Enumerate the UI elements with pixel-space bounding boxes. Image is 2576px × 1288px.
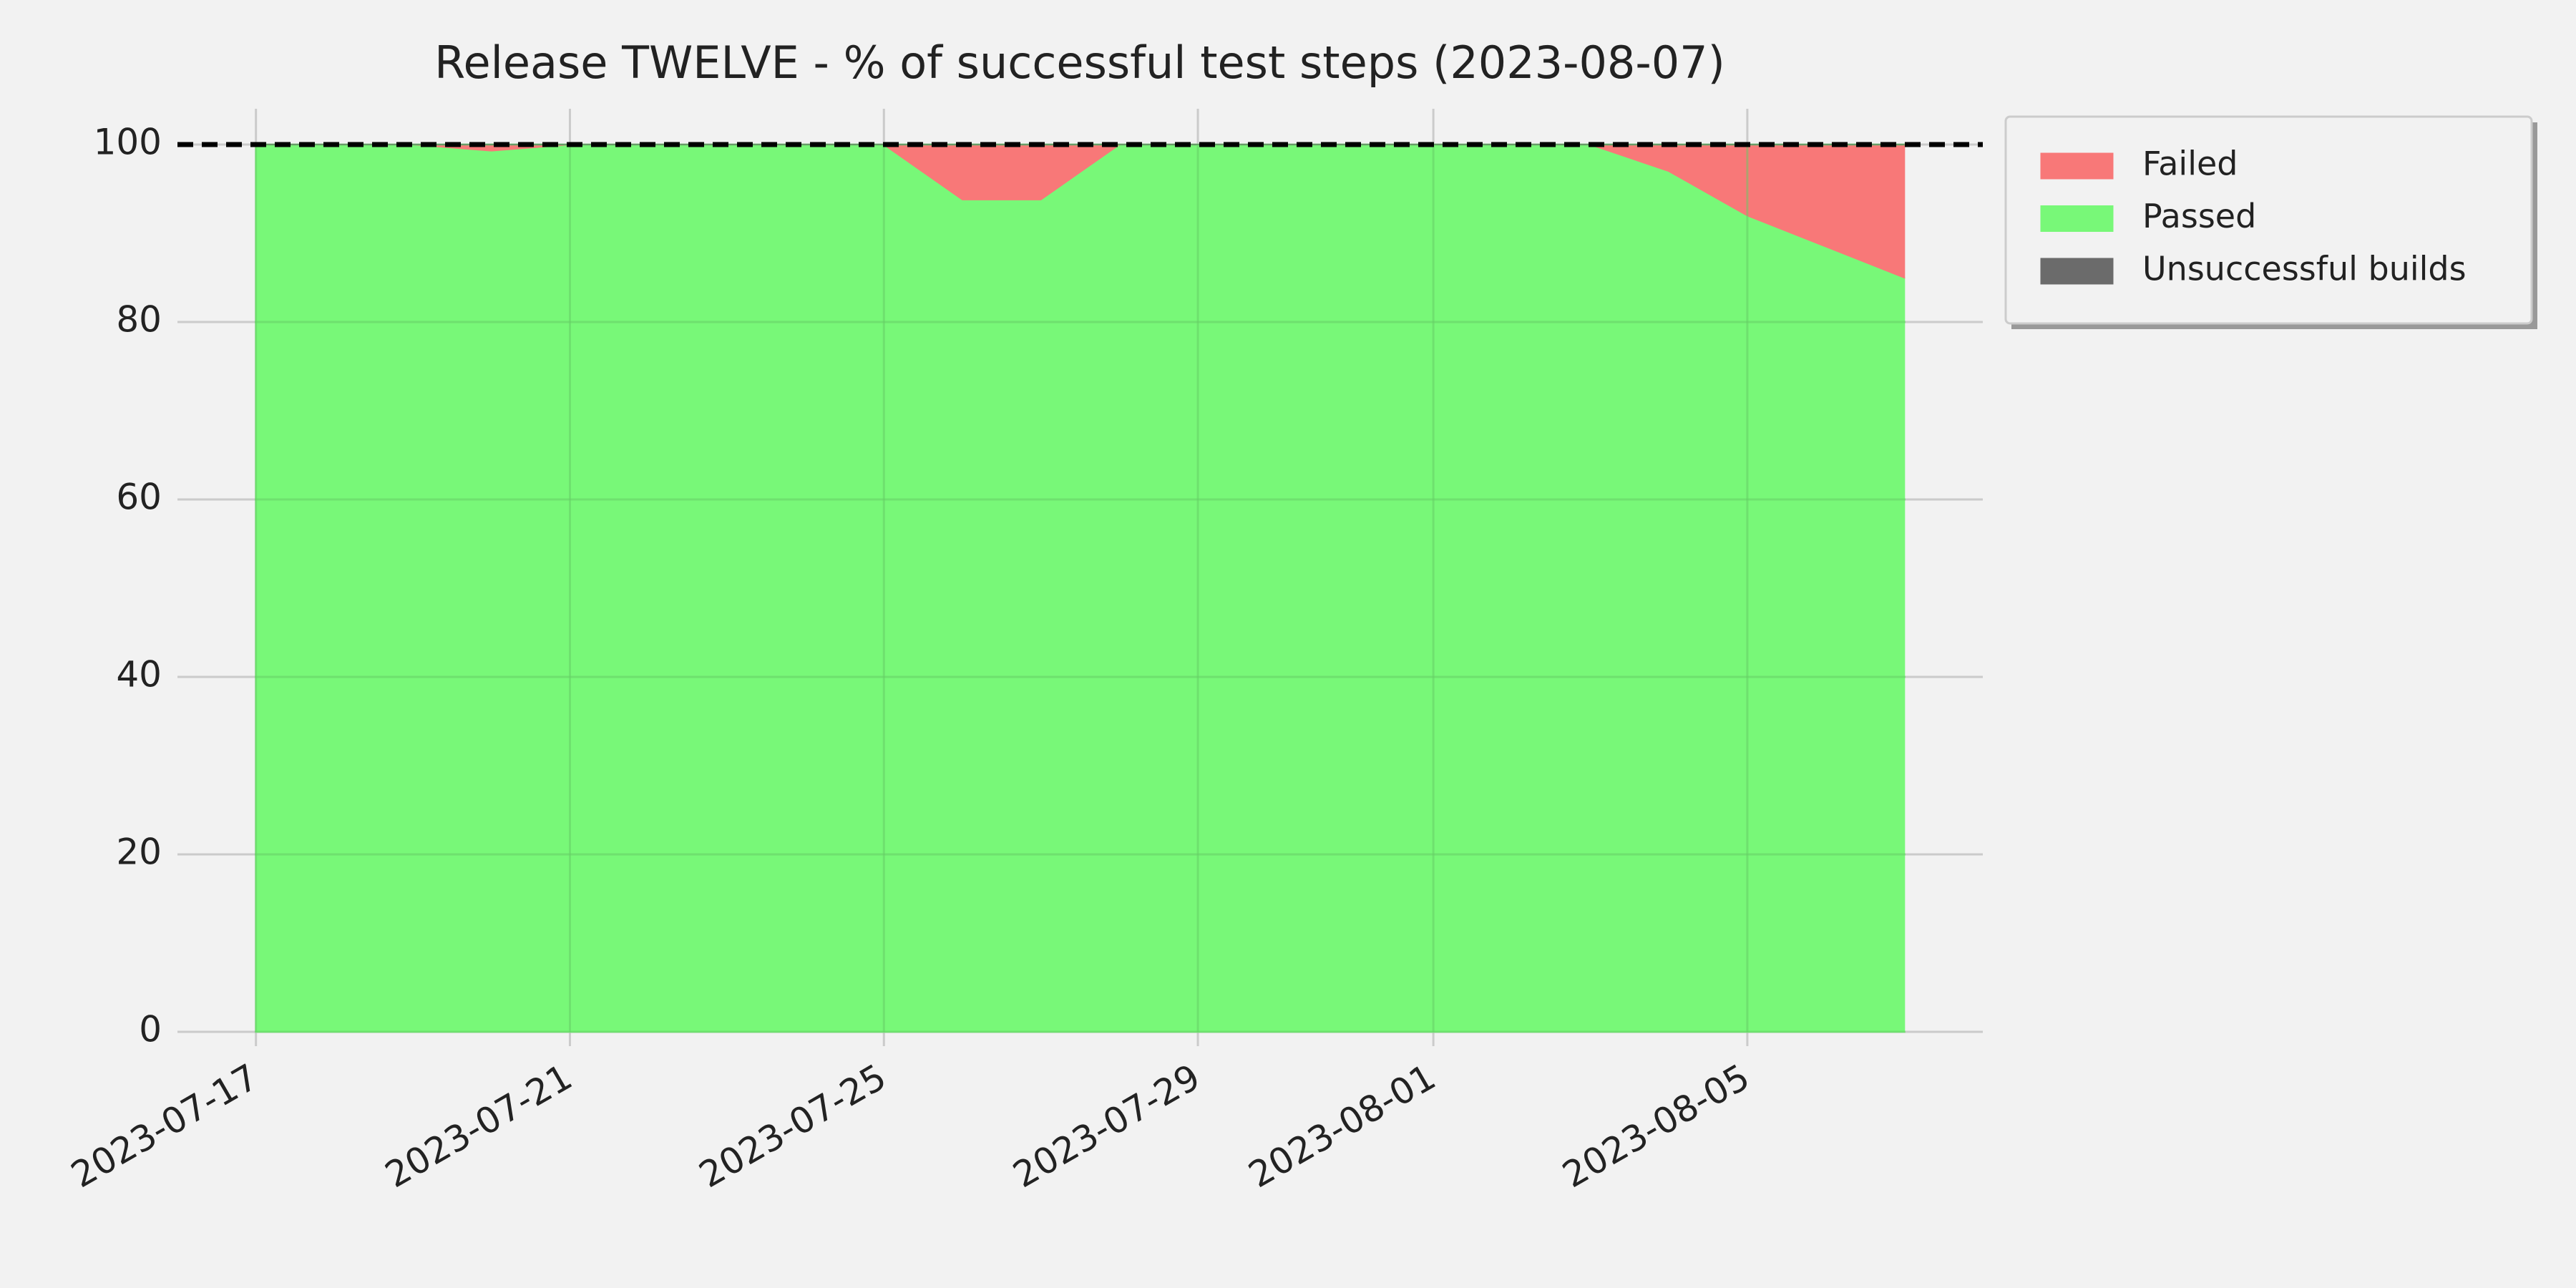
legend-label: Failed (2142, 145, 2238, 183)
area (255, 144, 1906, 1033)
chart-title: Release TWELVE - % of successful test st… (434, 36, 1725, 89)
y-tick-label: 100 (94, 122, 162, 163)
legend: Failed Passed Unsuccessful builds (2004, 115, 2537, 329)
x-tick-label: 2023-07-17 (64, 1056, 265, 1196)
legend-label: Passed (2142, 197, 2256, 235)
x-tick-label: 2023-08-05 (1556, 1056, 1757, 1196)
legend-label: Unsuccessful builds (2142, 250, 2467, 288)
legend-box (2004, 115, 2533, 325)
x-tick-label: 2023-07-25 (692, 1056, 893, 1196)
y-tick-label: 40 (116, 654, 162, 696)
x-tick-label: 2023-07-21 (379, 1056, 580, 1196)
legend-swatch (2040, 258, 2114, 285)
y-tick-label: 0 (139, 1009, 162, 1050)
y-tick-label: 60 (116, 477, 162, 518)
y-tick-label: 20 (116, 831, 162, 873)
legend-swatch (2040, 205, 2114, 232)
legend-swatch (2040, 152, 2114, 180)
y-tick-label: 80 (116, 299, 162, 341)
x-tick-label: 2023-08-01 (1241, 1056, 1443, 1196)
x-tick-label: 2023-07-29 (1006, 1056, 1207, 1196)
